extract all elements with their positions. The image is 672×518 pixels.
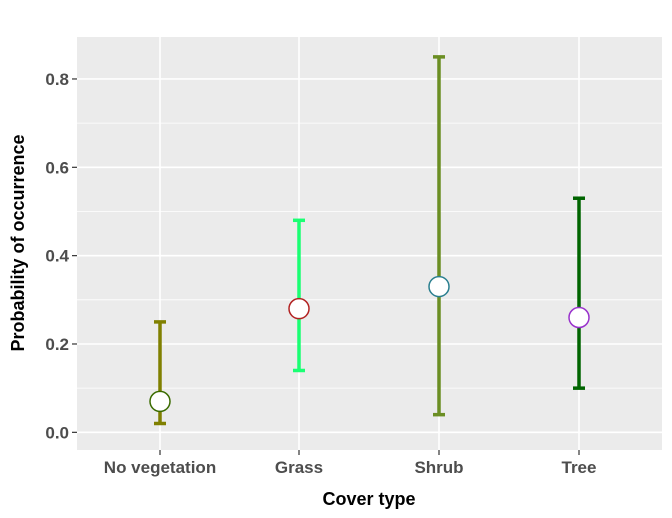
y-axis-title: Probability of occurrence xyxy=(8,134,28,351)
x-axis-title: Cover type xyxy=(322,489,415,509)
error-bar xyxy=(293,218,305,373)
data-point xyxy=(288,297,310,320)
y-tick-label: 0.6 xyxy=(45,158,69,177)
data-point xyxy=(568,306,590,329)
error-bar xyxy=(433,55,445,417)
error-bars xyxy=(154,55,585,426)
y-tick-label: 0.4 xyxy=(45,247,69,266)
error-bar xyxy=(573,196,585,390)
y-tick-label: 0.2 xyxy=(45,335,69,354)
data-point xyxy=(149,390,171,413)
x-tick-label: Grass xyxy=(275,458,323,477)
x-tick-label: Shrub xyxy=(414,458,463,477)
data-points xyxy=(149,275,590,413)
y-axis-ticks: 0.0 0.2 0.4 0.6 0.8 xyxy=(45,70,77,442)
x-tick-label: Tree xyxy=(562,458,597,477)
y-tick-label: 0.0 xyxy=(45,423,69,442)
x-axis-ticks: No vegetation Grass Shrub Tree xyxy=(104,450,597,477)
x-tick-label: No vegetation xyxy=(104,458,216,477)
plot-panel xyxy=(77,37,662,450)
y-tick-label: 0.8 xyxy=(45,70,69,89)
data-point xyxy=(428,275,450,298)
